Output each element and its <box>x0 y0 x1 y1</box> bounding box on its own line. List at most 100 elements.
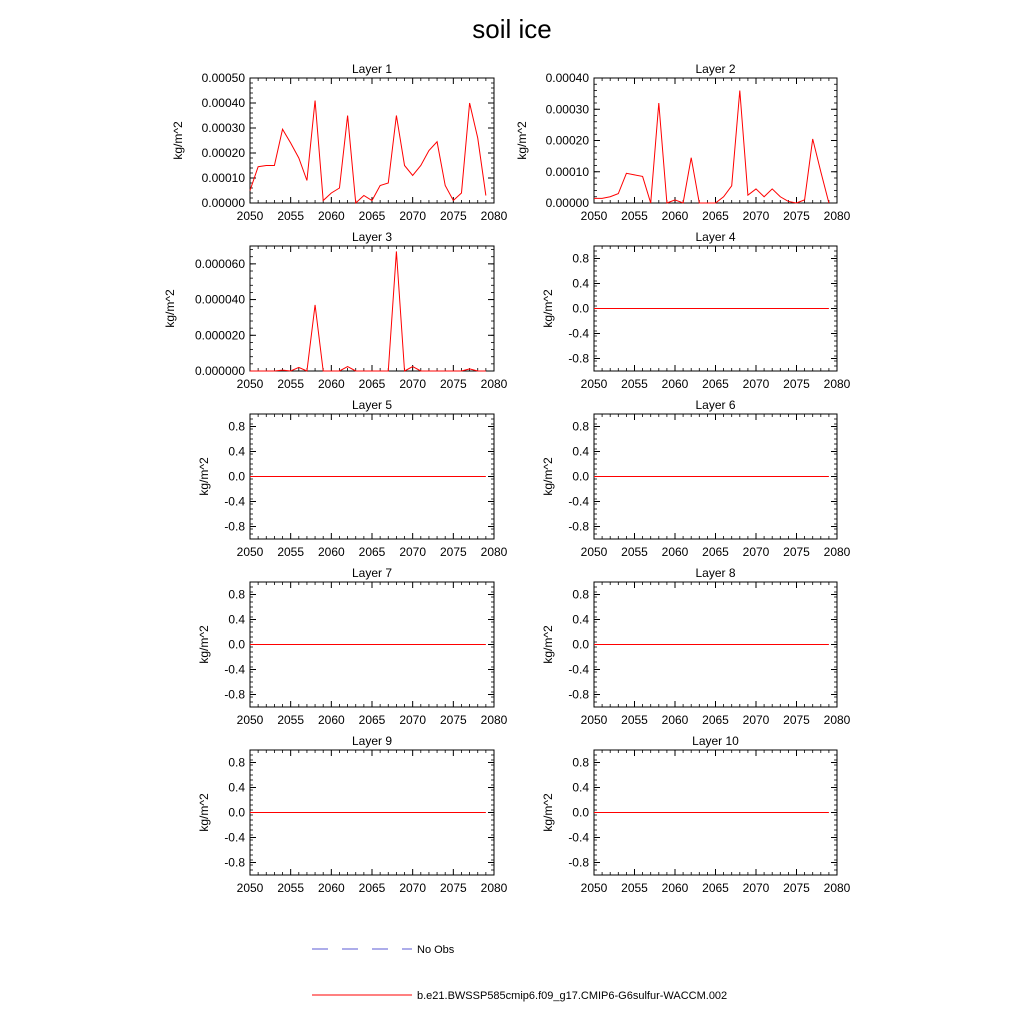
y-tick-label: 0.4 <box>572 277 589 291</box>
chart-panel-2: Layer 2 2050 2055 2060 2065 2070 2075 2080 0.000… <box>515 62 851 223</box>
y-tick-label: -0.8 <box>568 352 589 366</box>
x-tick-label: 2070 <box>399 881 426 895</box>
chart-panel-10: Layer 10 2050 2055 2060 2065 2070 2075 2080 0.8 0… <box>541 734 851 895</box>
x-tick-label: 2065 <box>702 377 729 391</box>
x-tick-label: 2070 <box>743 377 770 391</box>
y-tick-label: 0.000040 <box>195 293 245 307</box>
y-tick-label: 0.00010 <box>546 165 590 179</box>
x-tick-label: 2070 <box>743 545 770 559</box>
y-tick-label: 0.00020 <box>202 146 246 160</box>
x-tick-label: 2050 <box>581 881 608 895</box>
panel-title: Layer 5 <box>352 398 392 412</box>
x-tick-label: 2080 <box>824 881 851 895</box>
y-tick-label: 0.000060 <box>195 257 245 271</box>
x-tick-label: 2050 <box>237 377 264 391</box>
y-axis-label: kg/m^2 <box>541 457 555 496</box>
y-tick-label: -0.8 <box>568 520 589 534</box>
y-tick-label: -0.4 <box>568 327 589 341</box>
plot-frame <box>593 77 838 204</box>
y-tick-label: 0.00000 <box>202 196 246 210</box>
x-tick-label: 2055 <box>621 545 648 559</box>
x-tick-label: 2075 <box>783 377 810 391</box>
x-tick-label: 2080 <box>824 377 851 391</box>
series-line <box>594 90 830 204</box>
y-tick-label: 0.4 <box>228 445 245 459</box>
figure-title: soil ice <box>472 14 552 44</box>
panel-title: Layer 1 <box>352 62 392 76</box>
x-tick-label: 2065 <box>359 713 386 727</box>
model-legend-label: b.e21.BWSSP585cmip6.f09_g17.CMIP6-G6sulf… <box>417 990 727 1002</box>
y-tick-label: 0.4 <box>572 781 589 795</box>
x-tick-label: 2055 <box>277 545 304 559</box>
y-axis-label: kg/m^2 <box>541 625 555 664</box>
y-tick-label: 0.0 <box>572 806 589 820</box>
y-tick-label: 0.00040 <box>546 71 590 85</box>
y-tick-label: 0.00040 <box>202 96 246 110</box>
x-tick-label: 2075 <box>440 377 467 391</box>
x-tick-label: 2060 <box>318 209 345 223</box>
x-tick-label: 2055 <box>621 377 648 391</box>
y-tick-label: 0.00030 <box>546 102 590 116</box>
y-tick-label: 0.8 <box>572 420 589 434</box>
x-tick-label: 2075 <box>440 209 467 223</box>
x-tick-label: 2070 <box>399 713 426 727</box>
legend: No Obs b.e21.BWSSP585cmip6.f09_g17.CMIP6… <box>312 944 727 1002</box>
y-tick-label: -0.4 <box>568 663 589 677</box>
x-tick-label: 2065 <box>702 209 729 223</box>
x-tick-label: 2080 <box>824 545 851 559</box>
y-tick-label: 0.8 <box>228 420 245 434</box>
series-line <box>250 251 486 372</box>
panel-title: Layer 3 <box>352 230 392 244</box>
panel-title: Layer 8 <box>695 566 735 580</box>
x-tick-label: 2060 <box>662 881 689 895</box>
x-tick-label: 2050 <box>581 377 608 391</box>
x-tick-label: 2055 <box>621 713 648 727</box>
x-tick-label: 2050 <box>237 713 264 727</box>
x-tick-label: 2060 <box>662 209 689 223</box>
x-tick-label: 2070 <box>743 881 770 895</box>
panel-title: Layer 9 <box>352 734 392 748</box>
y-tick-label: 0.8 <box>228 588 245 602</box>
y-tick-label: 0.000020 <box>195 328 245 342</box>
x-tick-label: 2060 <box>318 713 345 727</box>
x-tick-label: 2050 <box>581 713 608 727</box>
y-tick-label: 0.0 <box>228 638 245 652</box>
x-tick-label: 2065 <box>702 713 729 727</box>
x-tick-label: 2080 <box>481 377 508 391</box>
y-tick-label: 0.000000 <box>195 364 245 378</box>
y-tick-label: 0.8 <box>572 252 589 266</box>
chart-panel-1: Layer 1 2050 2055 2060 2065 2070 2075 2080 0.000… <box>171 62 508 223</box>
y-tick-label: 0.8 <box>572 588 589 602</box>
y-tick-label: -0.4 <box>224 831 245 845</box>
series-line <box>249 100 487 205</box>
y-tick-label: -0.4 <box>224 495 245 509</box>
x-tick-label: 2065 <box>359 377 386 391</box>
x-tick-label: 2070 <box>743 209 770 223</box>
y-tick-label: 0.0 <box>228 470 245 484</box>
x-tick-label: 2080 <box>481 545 508 559</box>
y-tick-label: 0.00000 <box>546 196 590 210</box>
panel-title: Layer 6 <box>695 398 735 412</box>
plot-frame <box>249 77 495 204</box>
x-tick-label: 2050 <box>237 545 264 559</box>
x-tick-label: 2080 <box>824 209 851 223</box>
x-tick-label: 2080 <box>481 209 508 223</box>
y-tick-label: -0.8 <box>224 688 245 702</box>
x-tick-label: 2065 <box>359 545 386 559</box>
x-tick-label: 2055 <box>621 881 648 895</box>
x-tick-label: 2075 <box>783 209 810 223</box>
x-tick-label: 2070 <box>743 713 770 727</box>
panel-title: Layer 2 <box>695 62 735 76</box>
x-tick-label: 2050 <box>237 881 264 895</box>
x-tick-label: 2080 <box>481 881 508 895</box>
panel-title: Layer 7 <box>352 566 392 580</box>
y-tick-label: 0.4 <box>572 445 589 459</box>
x-tick-label: 2080 <box>824 713 851 727</box>
y-tick-label: -0.4 <box>568 831 589 845</box>
y-axis-label: kg/m^2 <box>171 121 185 160</box>
x-tick-label: 2060 <box>318 377 345 391</box>
y-axis-label: kg/m^2 <box>541 289 555 328</box>
y-tick-label: 0.4 <box>572 613 589 627</box>
